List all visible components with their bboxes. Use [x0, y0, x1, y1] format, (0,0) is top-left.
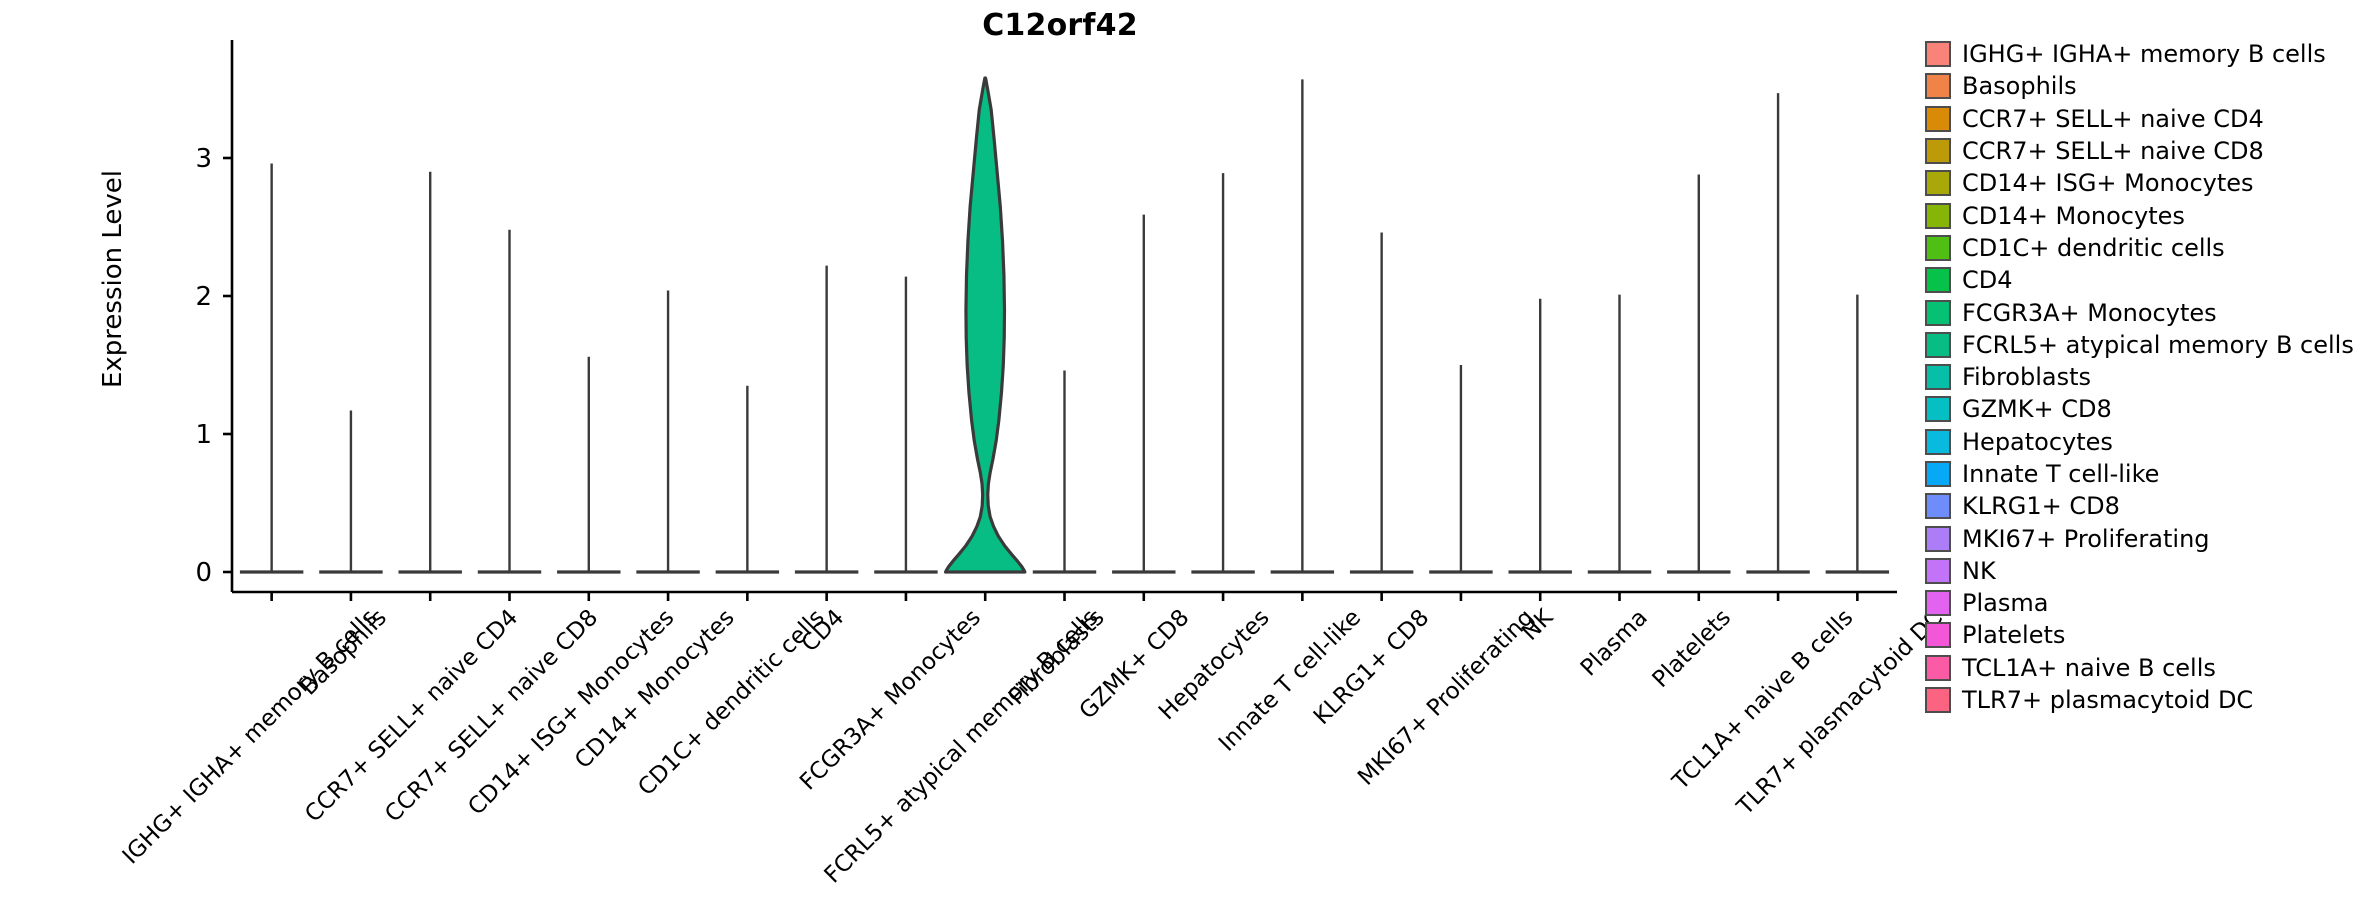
- legend-color-swatch: [1925, 364, 1951, 391]
- legend-color-swatch: [1925, 525, 1951, 552]
- violin-body: [943, 76, 1027, 574]
- legend-item[interactable]: IGHG+ IGHA+ memory B cells: [1925, 38, 2355, 70]
- legend-item[interactable]: NK: [1925, 555, 2355, 587]
- legend-color-swatch: [1925, 557, 1951, 584]
- legend-item-label: TCL1A+ naive B cells: [1962, 653, 2216, 682]
- legend-item-label: NK: [1962, 556, 1996, 585]
- y-tick-label: 1: [195, 420, 212, 450]
- legend-item[interactable]: CCR7+ SELL+ naive CD4: [1925, 103, 2355, 135]
- legend-item[interactable]: TCL1A+ naive B cells: [1925, 652, 2355, 684]
- legend-color-swatch: [1925, 428, 1951, 455]
- legend-item-label: CD1C+ dendritic cells: [1962, 233, 2225, 262]
- legend-item[interactable]: FCRL5+ atypical memory B cells: [1925, 329, 2355, 361]
- legend-color-swatch: [1925, 622, 1951, 649]
- legend-item-label: Plasma: [1962, 589, 2049, 618]
- legend-item[interactable]: CD14+ Monocytes: [1925, 199, 2355, 231]
- legend-color-swatch: [1925, 493, 1951, 520]
- legend-item[interactable]: MKI67+ Proliferating: [1925, 522, 2355, 554]
- legend: IGHG+ IGHA+ memory B cells Basophils CCR7+…: [1925, 38, 2355, 716]
- violin-spike-group: [239, 79, 1890, 574]
- violin-body-group: [943, 76, 1027, 574]
- legend-item[interactable]: Fibroblasts: [1925, 361, 2355, 393]
- y-tick-label: 0: [195, 558, 212, 588]
- legend-color-swatch: [1925, 73, 1951, 100]
- legend-item[interactable]: Innate T cell-like: [1925, 458, 2355, 490]
- legend-item[interactable]: KLRG1+ CD8: [1925, 490, 2355, 522]
- legend-color-swatch: [1925, 267, 1951, 294]
- legend-color-swatch: [1925, 105, 1951, 132]
- y-tick-group: 0 1 2 3: [195, 144, 232, 588]
- legend-item-label: FCGR3A+ Monocytes: [1962, 298, 2217, 327]
- legend-item-label: FCRL5+ atypical memory B cells: [1962, 330, 2354, 359]
- legend-item-label: Innate T cell-like: [1962, 460, 2160, 488]
- legend-color-swatch: [1925, 234, 1951, 261]
- legend-color-swatch: [1925, 396, 1951, 423]
- legend-color-swatch: [1925, 654, 1951, 681]
- legend-item-label: CD14+ Monocytes: [1962, 201, 2185, 230]
- legend-item-label: IGHG+ IGHA+ memory B cells: [1962, 40, 2326, 69]
- legend-item-label: CD4: [1962, 266, 2013, 295]
- legend-item[interactable]: Platelets: [1925, 619, 2355, 651]
- legend-item[interactable]: Plasma: [1925, 587, 2355, 619]
- legend-item-label: MKI67+ Proliferating: [1962, 524, 2210, 553]
- legend-item-label: Platelets: [1962, 621, 2066, 650]
- legend-item[interactable]: TLR7+ plasmacytoid DC: [1925, 684, 2355, 716]
- legend-item-label: TLR7+ plasmacytoid DC: [1962, 686, 2254, 715]
- legend-item-label: Fibroblasts: [1962, 363, 2092, 392]
- page-title: C12orf42: [982, 8, 1138, 43]
- legend-item[interactable]: CCR7+ SELL+ naive CD8: [1925, 135, 2355, 167]
- y-tick-label: 2: [195, 282, 212, 312]
- legend-item[interactable]: FCGR3A+ Monocytes: [1925, 296, 2355, 328]
- legend-color-swatch: [1925, 331, 1951, 358]
- legend-item-label: KLRG1+ CD8: [1962, 492, 2120, 521]
- legend-item-label: CCR7+ SELL+ naive CD8: [1962, 137, 2264, 166]
- legend-item[interactable]: GZMK+ CD8: [1925, 393, 2355, 425]
- legend-item[interactable]: Basophils: [1925, 70, 2355, 102]
- y-tick-label: 3: [195, 144, 212, 174]
- legend-color-swatch: [1925, 138, 1951, 165]
- legend-item-label: CD14+ ISG+ Monocytes: [1962, 169, 2254, 198]
- legend-item-label: Basophils: [1962, 72, 2077, 101]
- legend-color-swatch: [1925, 590, 1951, 617]
- legend-item[interactable]: CD1C+ dendritic cells: [1925, 232, 2355, 264]
- x-tick-group: [270, 592, 1859, 601]
- legend-color-swatch: [1925, 41, 1951, 68]
- legend-color-swatch: [1925, 202, 1951, 229]
- legend-color-swatch: [1925, 687, 1951, 714]
- legend-color-swatch: [1925, 170, 1951, 197]
- legend-item-label: CCR7+ SELL+ naive CD4: [1962, 104, 2264, 133]
- legend-item-label: GZMK+ CD8: [1962, 395, 2112, 424]
- legend-color-swatch: [1925, 461, 1951, 487]
- legend-item-label: Hepatocytes: [1962, 427, 2113, 456]
- legend-item[interactable]: CD14+ ISG+ Monocytes: [1925, 167, 2355, 199]
- legend-color-swatch: [1925, 299, 1951, 326]
- legend-item[interactable]: Hepatocytes: [1925, 426, 2355, 458]
- legend-item[interactable]: CD4: [1925, 264, 2355, 296]
